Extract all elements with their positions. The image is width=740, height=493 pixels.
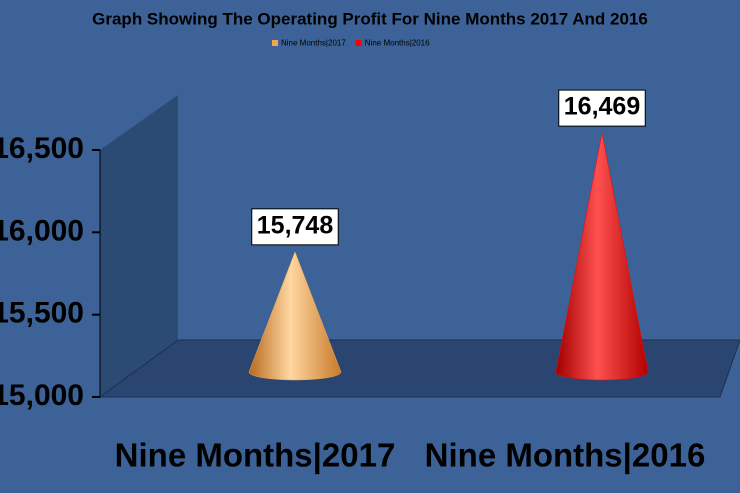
x-tick-label: Nine Months|2016: [425, 437, 706, 474]
y-tick-label: 15,500: [0, 297, 84, 330]
y-tick-label: 16,500: [0, 132, 84, 165]
cone: [555, 133, 649, 381]
data-label-text: 16,469: [564, 93, 640, 121]
legend-swatch: [355, 40, 362, 46]
chart-title: Graph Showing The Operating Profit For N…: [92, 9, 648, 28]
data-label: 16,469: [558, 89, 646, 127]
legend-label: Nine Months|2016: [365, 39, 430, 48]
legend-label: Nine Months|2017: [281, 39, 346, 48]
y-tick-label: 16,000: [0, 214, 84, 247]
x-tick-label: Nine Months|2017: [115, 437, 396, 474]
data-label: 15,748: [251, 208, 339, 246]
data-label-text: 15,748: [257, 211, 334, 239]
cone: [248, 251, 342, 381]
legend-swatch: [272, 40, 278, 46]
back-wall: [100, 95, 178, 397]
data-label-box: [251, 208, 339, 246]
y-tick-label: 15,000: [0, 379, 84, 412]
data-label-box: [558, 89, 646, 127]
